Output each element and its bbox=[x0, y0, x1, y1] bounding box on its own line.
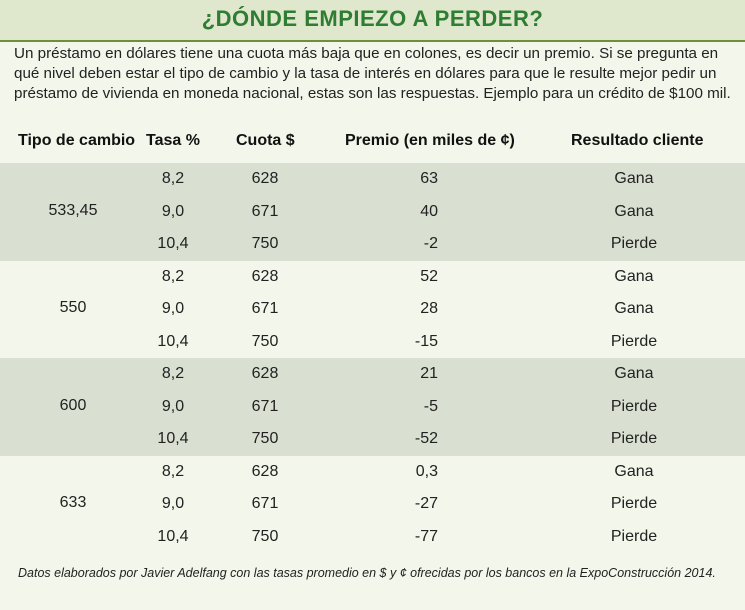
resultado-cell: Gana bbox=[614, 170, 654, 187]
resultado-cell: Gana bbox=[614, 365, 654, 382]
header-tasa: Tasa % bbox=[146, 132, 200, 149]
tasa-cell: 10,4 bbox=[157, 527, 189, 545]
resultado-cell: Pierde bbox=[610, 495, 658, 512]
page-title: ¿DÓNDE EMPIEZO A PERDER? bbox=[201, 6, 544, 31]
premio-cell: 0,3 bbox=[415, 462, 438, 480]
tipo-de-cambio-cell: 533,45 bbox=[48, 201, 98, 219]
resultado-cell: Pierde bbox=[610, 235, 658, 252]
tasa-cell: 8,2 bbox=[161, 170, 185, 187]
premio-cell: 21 bbox=[420, 365, 438, 382]
cuota-cell: 628 bbox=[251, 462, 279, 480]
premio-cell: -77 bbox=[414, 527, 438, 545]
resultado-cell: Pierde bbox=[610, 397, 658, 415]
tasa-cell: 10,4 bbox=[157, 332, 189, 350]
intro-paragraph: Un préstamo en dólares tiene una cuota m… bbox=[14, 45, 731, 102]
cuota-cell: 671 bbox=[251, 495, 279, 512]
cuota-cell: 628 bbox=[251, 267, 279, 285]
premio-cell: -15 bbox=[414, 332, 438, 350]
premio-cell: -2 bbox=[423, 235, 438, 252]
tasa-cell: 8,2 bbox=[161, 462, 185, 480]
table-group: 633 8,2 628 Gana 0,3 9,0 671 Pierde -27 10,4 750 Pi… bbox=[0, 455, 745, 553]
resultado-cell: Gana bbox=[614, 267, 654, 285]
cuota-cell: 750 bbox=[251, 235, 279, 252]
tipo-de-cambio-cell: 600 bbox=[59, 396, 87, 414]
cuota-cell: 750 bbox=[251, 430, 279, 447]
cuota-cell: 671 bbox=[251, 300, 279, 317]
tipo-de-cambio-cell: 550 bbox=[59, 299, 87, 317]
table-group: 550 8,2 628 Gana 52 9,0 671 Gana 28 10,4 750 Pierde… bbox=[0, 260, 745, 358]
resultado-cell: Pierde bbox=[610, 332, 658, 350]
tasa-cell: 9,0 bbox=[161, 202, 185, 220]
cuota-cell: 628 bbox=[251, 365, 279, 382]
tipo-de-cambio-cell: 633 bbox=[59, 494, 87, 512]
premio-cell: -5 bbox=[423, 397, 438, 415]
tasa-cell: 9,0 bbox=[161, 495, 185, 512]
premio-cell: 40 bbox=[420, 202, 438, 220]
cuota-cell: 750 bbox=[251, 527, 279, 545]
premio-cell: -27 bbox=[414, 495, 438, 512]
source-footnote: Datos elaborados por Javier Adelfang con… bbox=[18, 566, 716, 580]
header-premio: Premio (en miles de ¢) bbox=[345, 132, 515, 149]
header-tipo-de-cambio: Tipo de cambio bbox=[18, 132, 136, 149]
header-resultado: Resultado cliente bbox=[571, 132, 704, 149]
tasa-cell: 10,4 bbox=[157, 430, 189, 447]
resultado-cell: Gana bbox=[614, 300, 654, 317]
cuota-cell: 750 bbox=[251, 332, 279, 350]
premio-cell: 52 bbox=[420, 267, 438, 285]
title-bar: ¿DÓNDE EMPIEZO A PERDER? bbox=[0, 0, 745, 42]
resultado-cell: Gana bbox=[614, 462, 654, 480]
header-cuota: Cuota $ bbox=[236, 132, 295, 149]
tasa-cell: 8,2 bbox=[161, 365, 185, 382]
tasa-cell: 10,4 bbox=[157, 235, 189, 252]
table-group: 600 8,2 628 Gana 21 9,0 671 Pierde -5 10,4 750 Pier… bbox=[0, 358, 745, 456]
premio-cell: 63 bbox=[420, 170, 438, 187]
cuota-cell: 671 bbox=[251, 397, 279, 415]
tasa-cell: 9,0 bbox=[161, 397, 185, 415]
resultado-cell: Pierde bbox=[610, 527, 658, 545]
table-group: 533,45 8,2 628 Gana 63 9,0 671 Gana 40 10,4 750 Pie… bbox=[0, 163, 745, 261]
tasa-cell: 8,2 bbox=[161, 267, 185, 285]
premio-cell: 28 bbox=[420, 300, 438, 317]
resultado-cell: Gana bbox=[614, 202, 654, 220]
tasa-cell: 9,0 bbox=[161, 300, 185, 317]
cuota-cell: 628 bbox=[251, 170, 279, 187]
resultado-cell: Pierde bbox=[610, 430, 658, 447]
cuota-cell: 671 bbox=[251, 202, 279, 220]
premio-cell: -52 bbox=[414, 430, 438, 447]
